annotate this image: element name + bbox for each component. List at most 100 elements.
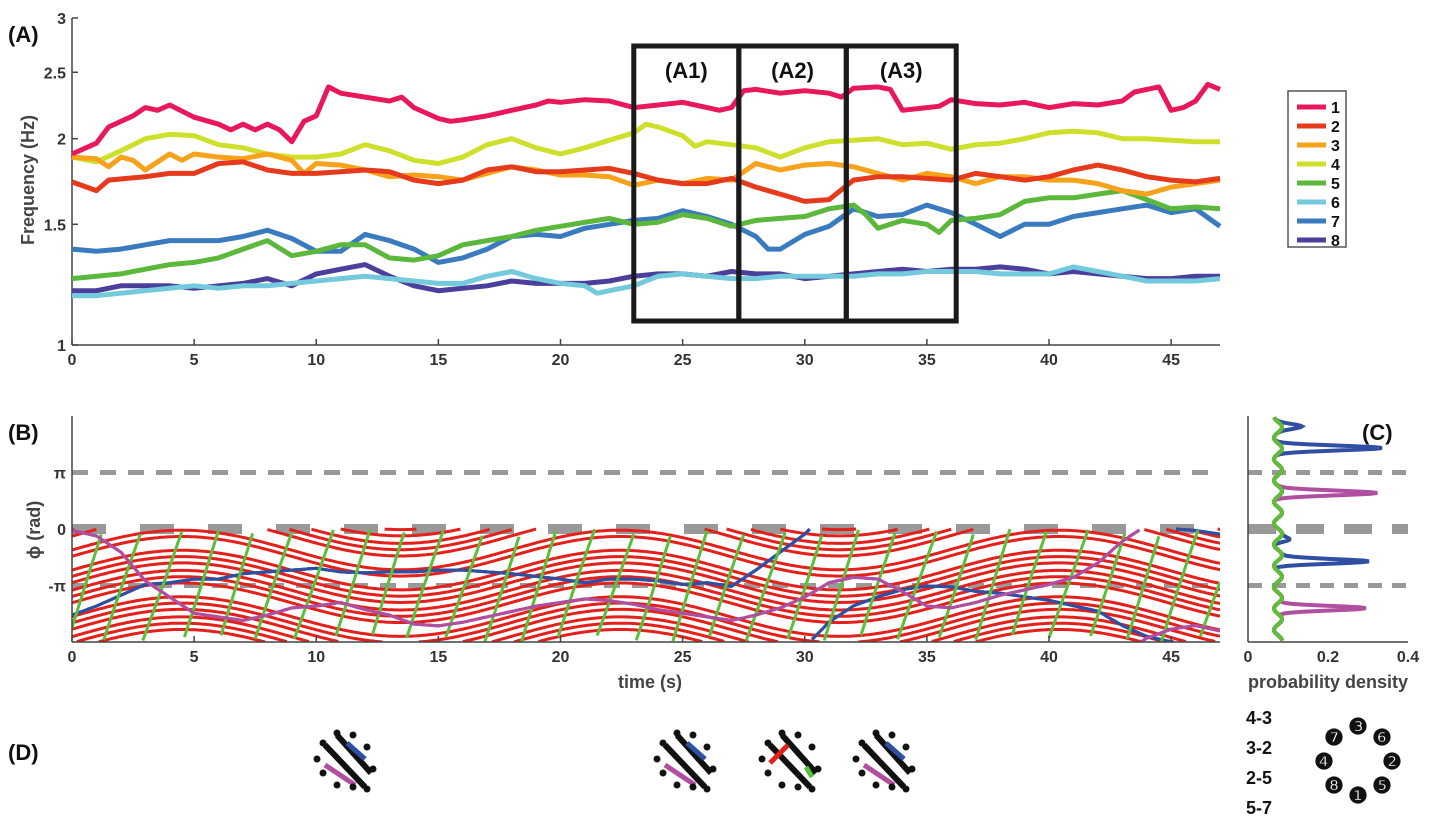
panel-b-y-tick-label: π xyxy=(54,466,66,483)
panel-b-phase-chart: ϕ (rad) time (s) 0 5 10 15 20 25 30 35 40 45 π 0 -π xyxy=(24,416,1220,692)
diagram-bar xyxy=(767,742,813,790)
diagram-node xyxy=(778,781,786,789)
diagram-node xyxy=(858,769,866,777)
ring-node: ❹ xyxy=(1314,749,1334,774)
panel-b-x-axis-label: time (s) xyxy=(618,672,682,692)
panel-c-ticks: 0 0.2 0.4 xyxy=(1244,416,1419,666)
coupling-legend-3-2: 3-2 xyxy=(1246,738,1272,758)
diagram-node xyxy=(808,743,816,751)
diagram-coupling-3-2 xyxy=(884,741,906,761)
legend-label-4: 4 xyxy=(1331,157,1340,174)
diagram-node xyxy=(703,743,711,751)
coupling-legend-5-7: 5-7 xyxy=(1246,798,1272,818)
diagram-coupling-5-7 xyxy=(663,762,697,788)
series-4-3-line xyxy=(72,527,1220,642)
diagram-node xyxy=(764,769,772,777)
window-3-label: (A3) xyxy=(880,58,923,83)
ring-node: ❺ xyxy=(1372,773,1392,798)
diagram-node xyxy=(902,785,910,793)
diagram-bar xyxy=(334,732,374,776)
panel-a-legend: 1 2 3 4 5 6 7 8 xyxy=(1287,90,1347,250)
diagram-node xyxy=(349,783,357,791)
ring-node: ❼ xyxy=(1324,725,1344,750)
coupling-diagram-a2 xyxy=(758,729,822,793)
diagram-coupling-5-7 xyxy=(862,762,896,788)
panel-c-x-tick-label: 0 xyxy=(1244,649,1253,666)
series-2-line xyxy=(71,159,1221,204)
ring-node: ❻ xyxy=(1372,725,1392,750)
series-4-3-line xyxy=(72,535,1220,578)
panel-d-coupling-diagrams xyxy=(313,729,916,793)
panel-b-x-tick-label: 25 xyxy=(674,649,692,666)
diagram-node xyxy=(333,729,341,737)
legend-label-8: 8 xyxy=(1331,233,1340,250)
panel-a-y-axis-label: Frequency (Hz) xyxy=(18,115,38,245)
panel-a-x-tick-label: 15 xyxy=(429,352,447,369)
diagram-node xyxy=(852,755,860,763)
legend-label-7: 7 xyxy=(1331,214,1340,231)
ring-node: ❸ xyxy=(1348,714,1368,739)
legend-label-2: 2 xyxy=(1331,119,1340,136)
panel-a-x-tick-label: 0 xyxy=(68,352,77,369)
series-2-5-line xyxy=(72,528,1220,642)
panel-a-y-tick-label: 1.5 xyxy=(44,217,66,234)
panel-b-x-tick-label: 45 xyxy=(1162,649,1180,666)
panel-a-y-tick-label: 3 xyxy=(57,11,66,28)
series-5-line xyxy=(71,188,1221,282)
ring-node: ❷ xyxy=(1382,749,1402,774)
legend-label-3: 3 xyxy=(1331,138,1340,155)
panel-b-y-axis-label: ϕ (rad) xyxy=(24,501,44,560)
panel-b-x-tick-label: 20 xyxy=(552,649,570,666)
coupling-diagram-1 xyxy=(313,729,377,793)
panel-a-x-tick-label: 30 xyxy=(796,352,814,369)
diagram-node xyxy=(709,765,717,773)
panel-a-x-tick-label: 35 xyxy=(918,352,936,369)
diagram-node xyxy=(333,781,341,789)
diagram-node xyxy=(673,781,681,789)
diagram-node xyxy=(764,739,772,747)
diagram-node xyxy=(689,731,697,739)
diagram-node xyxy=(659,739,667,747)
diagram-node xyxy=(758,755,766,763)
diagram-bar xyxy=(322,742,368,790)
series-4-3-line xyxy=(72,575,1220,618)
panel-a-x-tick-label: 20 xyxy=(552,352,570,369)
diagram-bar xyxy=(861,742,907,790)
panel-label-a: (A) xyxy=(8,22,39,47)
panel-b-ticks: 0 5 10 15 20 25 30 35 40 45 π 0 -π xyxy=(48,416,1220,666)
panel-a-windows: (A1) (A2) (A3) xyxy=(631,43,959,324)
diagram-node xyxy=(794,731,802,739)
panel-c-x-tick-label: 0.4 xyxy=(1397,649,1419,666)
panel-b-y-tick-label: 0 xyxy=(57,522,66,539)
panel-d-legend: 4-3 3-2 2-5 5-7 xyxy=(1246,708,1272,818)
panel-a-x-tick-label: 10 xyxy=(307,352,325,369)
diagram-node xyxy=(888,731,896,739)
diagram-node xyxy=(794,783,802,791)
diagram-node xyxy=(659,769,667,777)
diagram-bar xyxy=(779,732,819,776)
diagram-node xyxy=(369,765,377,773)
legend-label-1: 1 xyxy=(1331,100,1340,117)
legend-label-6: 6 xyxy=(1331,195,1340,212)
ring-node: ❽ xyxy=(1324,773,1344,798)
diagram-node xyxy=(363,743,371,751)
series-4-3-line xyxy=(72,561,1220,605)
window-2-label: (A2) xyxy=(771,58,814,83)
diagram-coupling-3-2 xyxy=(345,741,367,761)
diagram-node xyxy=(858,739,866,747)
diagram-node xyxy=(902,743,910,751)
panel-b-x-tick-label: 5 xyxy=(190,649,199,666)
diagram-coupling-3-2 xyxy=(685,741,707,761)
coupling-legend-4-3: 4-3 xyxy=(1246,708,1272,728)
panel-b-y-tick-label: -π xyxy=(48,579,66,596)
series-4-3-line xyxy=(72,548,1220,592)
coupling-diagram-a3 xyxy=(852,729,916,793)
diagram-node xyxy=(673,729,681,737)
diagram-bar xyxy=(873,732,913,776)
panel-b-x-tick-label: 0 xyxy=(68,649,77,666)
panel-a-ticks: 0 5 10 15 20 25 30 35 40 45 1 1.5 2 2.5 3 xyxy=(44,11,1220,369)
panel-label-c: (C) xyxy=(1362,420,1393,445)
panel-b-x-tick-label: 10 xyxy=(307,649,325,666)
panel-label-b: (B) xyxy=(8,420,39,445)
